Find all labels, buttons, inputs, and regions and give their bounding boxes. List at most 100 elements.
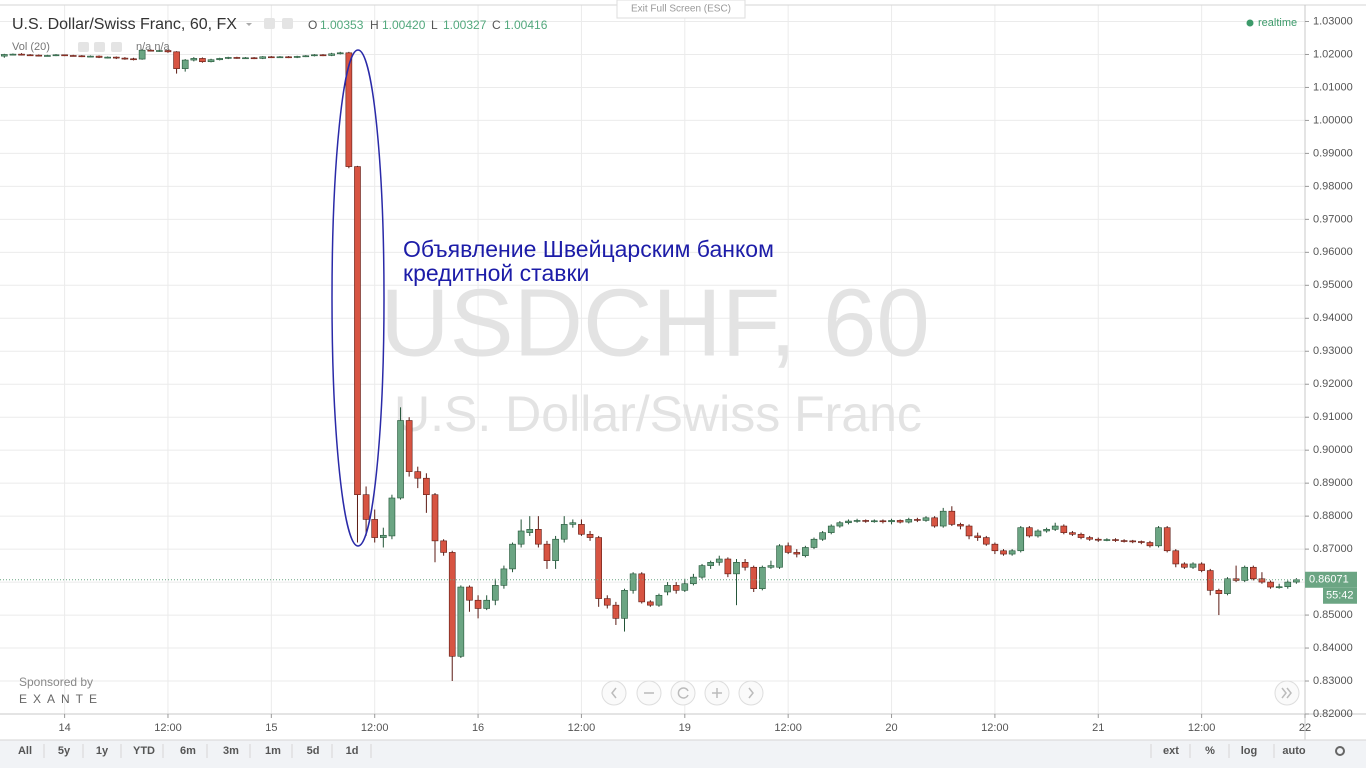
candle-body (336, 52, 344, 55)
y-tick-label: 0.94000 (1313, 312, 1353, 324)
candle-body (1034, 530, 1042, 537)
candle-body (802, 547, 809, 557)
sponsor-label: Sponsored by (19, 675, 93, 689)
x-tick-label: 20 (885, 722, 897, 734)
candle-body (638, 573, 646, 603)
icon (611, 687, 617, 699)
candle-body (414, 471, 422, 479)
candle-body (621, 590, 628, 619)
annotation: Объявление Швейцарским банком (403, 236, 774, 262)
reset[interactable] (670, 680, 696, 706)
range-button[interactable]: 6m (180, 745, 196, 757)
candle-body (199, 58, 206, 63)
x-tick-label: 12:00 (361, 722, 389, 734)
candle-body (190, 58, 198, 61)
y-tick-label: 0.85000 (1313, 609, 1353, 621)
candle-body (121, 57, 129, 60)
ohlc-value: 1.00416 (504, 18, 548, 32)
option-button[interactable]: log (1241, 745, 1258, 757)
candle-body (61, 54, 68, 57)
status-dot (1246, 19, 1254, 27)
candle-body (939, 510, 947, 527)
candle-body (276, 56, 284, 59)
candle-body (552, 538, 559, 561)
option-button[interactable]: auto (1282, 745, 1306, 757)
scroll-end[interactable] (1274, 680, 1300, 706)
range-button[interactable]: 1d (346, 745, 359, 757)
candle-body (491, 585, 499, 601)
candle-body (853, 520, 861, 522)
candle-body (784, 545, 792, 553)
ohlc-value: 1.00353 (320, 18, 364, 32)
candle-body (1077, 533, 1085, 538)
candle-body (715, 558, 723, 563)
candle-body (130, 58, 137, 61)
x-tick-label: 15 (265, 722, 277, 734)
candle-body (759, 566, 766, 589)
candle-body (526, 529, 534, 533)
candle-body (957, 524, 964, 527)
candle-body (914, 519, 921, 521)
candle-body (311, 54, 318, 57)
candle-body (707, 562, 714, 566)
range-button[interactable]: 1y (96, 745, 109, 757)
range-button[interactable]: 1m (265, 745, 281, 757)
candle-body (216, 58, 223, 61)
range-button[interactable]: YTD (133, 745, 155, 757)
candle-body (1275, 586, 1283, 589)
candle-body (1026, 527, 1033, 537)
scroll-left[interactable] (601, 680, 627, 706)
candle-body (690, 576, 697, 585)
exit-button[interactable] (616, 0, 746, 19)
candle-body (836, 522, 844, 527)
candle-body (948, 510, 956, 525)
option-button[interactable]: % (1205, 745, 1215, 757)
candle-body (1000, 550, 1007, 555)
candle-body (535, 529, 542, 545)
y-tick-label: 0.91000 (1313, 411, 1353, 423)
candle-body (1043, 529, 1050, 532)
candle-body (293, 56, 301, 58)
x-tick-label: 12:00 (154, 722, 182, 734)
candle-body (26, 54, 34, 57)
status: realtime (1258, 17, 1297, 29)
y-tick-label: 1.00000 (1313, 114, 1353, 126)
y-tick-label: 1.01000 (1313, 81, 1353, 93)
range-button[interactable]: 5y (58, 745, 71, 757)
candle-body (845, 520, 852, 524)
candle-body (569, 522, 577, 525)
scroll-right[interactable] (738, 680, 764, 706)
range-button[interactable]: 3m (223, 745, 239, 757)
candle-body (1138, 541, 1145, 543)
y-tick-label: 0.83000 (1313, 675, 1353, 687)
x-tick-label: 21 (1092, 722, 1104, 734)
candle-body (664, 585, 671, 593)
range-button[interactable]: 5d (307, 745, 320, 757)
settings-gear[interactable] (1335, 746, 1345, 756)
candle-body (405, 420, 413, 472)
y-tick-label: 0.87000 (1313, 543, 1353, 555)
y-tick-label: 0.88000 (1313, 510, 1353, 522)
candle-body (681, 583, 689, 591)
candle-body (474, 599, 482, 609)
candle-body (1172, 550, 1180, 565)
exit-button-label[interactable]: Exit Full Screen (ESC) (631, 4, 731, 15)
toolbar (0, 740, 1366, 768)
candle-body (517, 530, 525, 545)
option-button[interactable]: ext (1163, 745, 1179, 757)
sponsor-name: EXANTE (19, 692, 103, 706)
range-button[interactable]: All (18, 745, 32, 757)
candle-body (724, 558, 732, 575)
candle-body (1163, 527, 1171, 552)
candle-body (879, 520, 887, 523)
y-tick-label: 0.93000 (1313, 345, 1353, 357)
candle-body (87, 55, 94, 58)
candle-body (181, 59, 189, 69)
candle-body (733, 562, 740, 575)
candle-body (18, 53, 25, 56)
candle-body (138, 49, 146, 60)
candle-body (922, 517, 930, 521)
x-tick-label: 16 (472, 722, 484, 734)
candle-body (595, 537, 602, 599)
ohlc-label: O (308, 18, 317, 32)
